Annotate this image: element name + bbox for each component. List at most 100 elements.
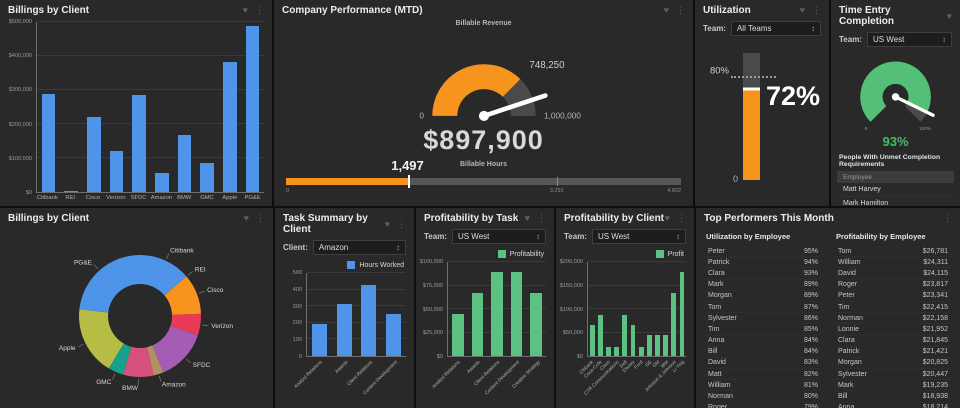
performer-name: Tom <box>708 303 722 311</box>
y-tick-label: 300 <box>292 303 302 310</box>
performer-value: $20,825 <box>922 359 948 367</box>
dropdown-arrows-icon: ↕ <box>811 24 815 33</box>
bar-Awards <box>471 293 484 356</box>
panel-header: Top Performers This Month ⋮ <box>696 208 960 226</box>
gridline <box>307 321 406 323</box>
team-select[interactable]: US West ↕ <box>451 229 546 244</box>
performer-row: David 83% <box>706 358 820 370</box>
performer-name: Patrick <box>708 258 730 266</box>
panel-title: Utilization <box>703 5 751 16</box>
favorite-icon[interactable]: ♥ <box>663 5 669 15</box>
team-select[interactable]: US West ↕ <box>866 32 952 47</box>
y-tick-label: $200,000 <box>8 121 32 128</box>
bar-slot <box>151 22 174 192</box>
bar-slot <box>621 262 629 356</box>
bar-slot <box>637 262 645 356</box>
donut-slice-BMW <box>123 346 154 377</box>
donut-slice-REI <box>164 276 187 296</box>
label-line <box>187 271 193 276</box>
performer-name: William <box>708 381 731 389</box>
bar-Verizon <box>109 151 124 192</box>
performer-value: $23,817 <box>922 281 948 289</box>
gauge-needle <box>893 95 935 117</box>
gauge-needle <box>481 93 548 119</box>
bar-Citibank <box>41 93 56 192</box>
slice-label: GMC <box>96 379 111 386</box>
client-select[interactable]: Amazon ↕ <box>312 240 406 255</box>
performer-name: Clara <box>838 337 855 345</box>
kebab-menu-icon[interactable]: ⋮ <box>537 213 546 223</box>
bar-slot <box>60 22 83 192</box>
bars <box>588 262 686 356</box>
performer-value: $24,311 <box>923 258 948 266</box>
favorite-icon[interactable]: ♥ <box>384 218 390 229</box>
gridline <box>588 284 686 286</box>
bar-slot <box>468 262 488 356</box>
favorite-icon[interactable]: ♥ <box>243 213 249 223</box>
kebab-menu-icon[interactable]: ⋮ <box>812 5 821 15</box>
y-tick-label: $0 <box>576 354 583 360</box>
x-tick-label: Awards <box>334 360 350 375</box>
panel-title: Time Entry Completion <box>839 5 894 27</box>
utilization-value-tick <box>743 87 760 91</box>
team-select[interactable]: US West ↕ <box>591 229 686 244</box>
x-tick: BMW <box>173 193 196 201</box>
bar-slot <box>670 262 678 356</box>
chart-body: $0 $25,000 $50,000 $75,000 $100,000 <box>418 259 546 360</box>
team-select[interactable]: All Teams ↕ <box>730 21 821 36</box>
utilization-fill <box>743 88 760 180</box>
performer-value: 82% <box>803 370 818 378</box>
bar-slot <box>82 22 105 192</box>
bar-slot <box>448 262 468 356</box>
performer-name: Mark <box>708 281 724 289</box>
y-tick-label: $100,000 <box>419 259 443 265</box>
x-tick: Citibank <box>36 193 59 201</box>
bar-Content Development <box>510 272 523 356</box>
favorite-icon[interactable]: ♥ <box>664 213 670 223</box>
panel-header: Billings by Client ♥ ⋮ <box>0 0 272 18</box>
hours-mid-label: 3,291 <box>549 188 564 194</box>
performer-row: Matt 82% <box>706 369 820 381</box>
performer-name: Tim <box>838 303 850 311</box>
bar-slot <box>357 273 382 356</box>
bar-slot <box>105 22 128 192</box>
panel-header: Billings by Client ♥ ⋮ <box>0 208 273 226</box>
bar-slot <box>588 262 596 356</box>
panel-actions: ⋮ <box>943 214 952 223</box>
billings-bar-chart: $0 $100,000 $200,000 $300,000 $400,000 $500,0… <box>0 18 272 206</box>
gridline <box>37 123 264 124</box>
favorite-icon[interactable]: ♥ <box>799 5 805 15</box>
kebab-menu-icon[interactable]: ⋮ <box>256 213 265 223</box>
x-tick: Analyst Relations <box>294 357 331 403</box>
favorite-icon[interactable]: ♥ <box>524 213 530 223</box>
bar-Creative Strategy <box>530 293 543 356</box>
x-axis: Analyst Relations Awards Client Relations C… <box>294 357 406 403</box>
panel-header: Profitability by Task ♥ ⋮ <box>416 208 554 226</box>
favorite-icon[interactable]: ♥ <box>242 5 248 15</box>
bars <box>37 22 264 192</box>
chart-body: 0 100 200 300 400 500 <box>277 270 406 360</box>
performer-row: Peter 95% <box>706 246 820 258</box>
performer-row: William $24,311 <box>836 257 950 269</box>
panel-actions: ♥ ⋮ <box>664 6 685 15</box>
kebab-menu-icon[interactable]: ⋮ <box>397 218 406 229</box>
x-tick: PG&E <box>241 193 264 201</box>
kebab-menu-icon[interactable]: ⋮ <box>943 213 952 223</box>
x-tick-label: Analyst Relations <box>294 360 325 390</box>
x-tick-label: GMC <box>200 195 214 201</box>
favorite-icon[interactable]: ♥ <box>946 10 952 21</box>
team-filter-label: Team: <box>424 232 447 241</box>
kebab-menu-icon[interactable]: ⋮ <box>676 5 685 15</box>
bar-Content Development <box>386 314 402 356</box>
bottom-row: Billings by Client ♥ ⋮ Citibank REI Cisco Ve… <box>0 208 960 408</box>
plot-area <box>36 21 264 193</box>
slice-label: Citibank <box>170 248 194 255</box>
kebab-menu-icon[interactable]: ⋮ <box>677 213 686 223</box>
panel-profitability-by-task: Profitability by Task ♥ ⋮ Team: US West ↕… <box>416 208 554 408</box>
bar-slot <box>678 262 686 356</box>
x-tick-label: Cisco <box>85 195 101 201</box>
bar-slot <box>241 22 264 192</box>
x-tick-label: Analyst Relations <box>432 360 463 390</box>
gridline <box>37 89 264 90</box>
kebab-menu-icon[interactable]: ⋮ <box>255 5 264 15</box>
